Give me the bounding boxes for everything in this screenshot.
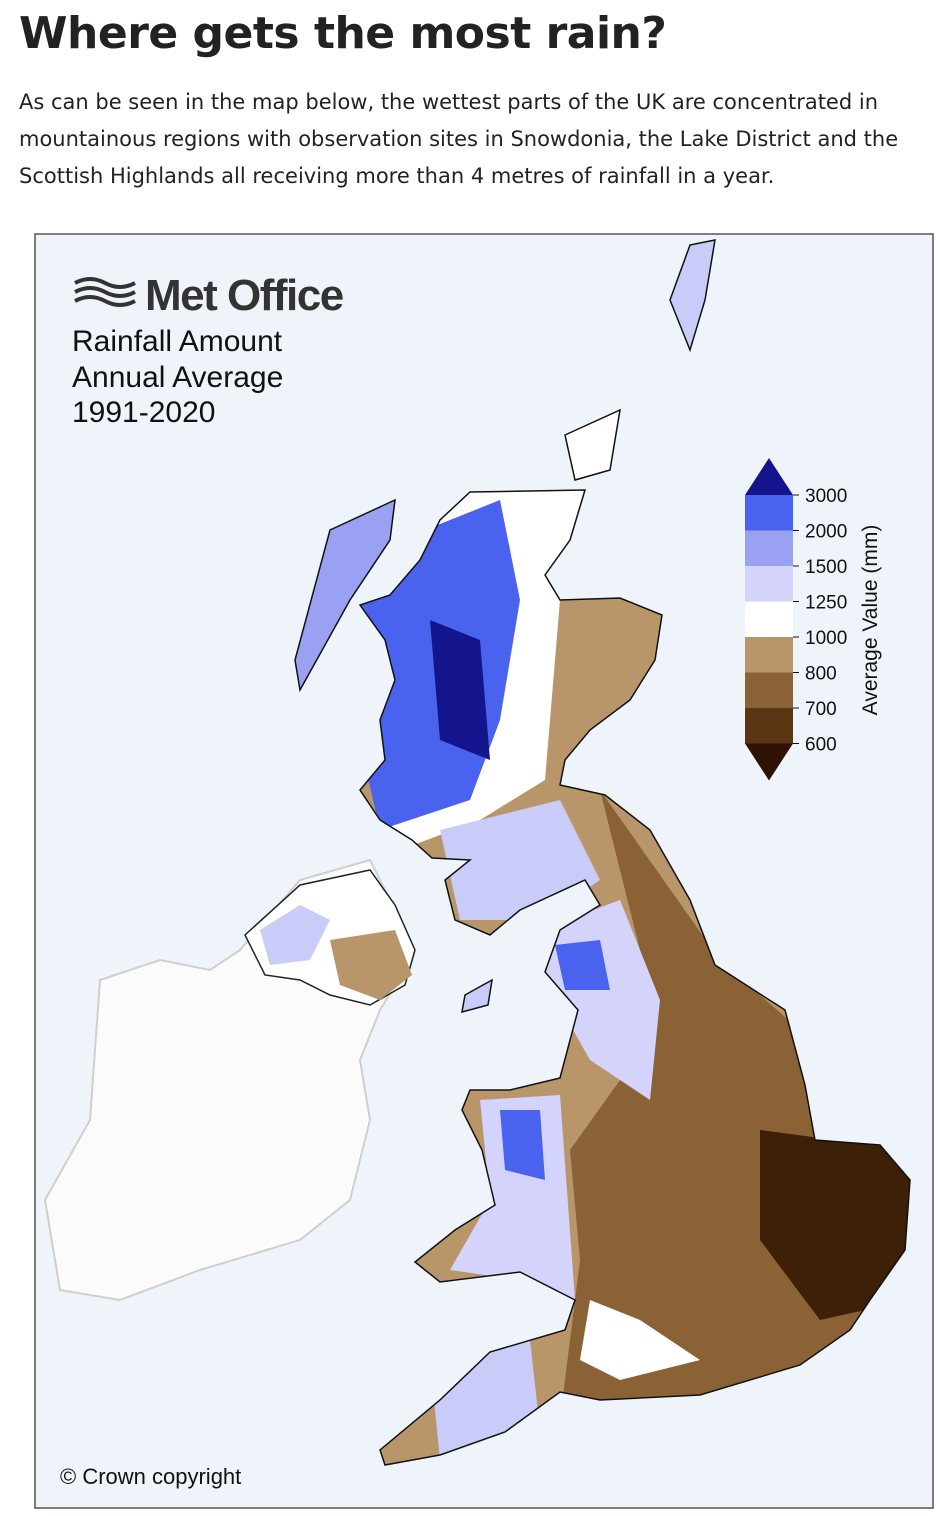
ni-wet <box>260 905 330 965</box>
isle-of-man <box>461 978 493 1014</box>
zone <box>450 1095 575 1300</box>
legend-band <box>745 637 793 673</box>
legend-tick-label: 1500 <box>805 557 847 578</box>
legend-band <box>745 530 793 567</box>
legend-band <box>745 708 793 744</box>
outer-hebrides <box>294 498 396 693</box>
legend-extension <box>745 743 793 781</box>
legend-band <box>745 601 793 638</box>
legend-label: Average Value (mm) <box>859 525 882 716</box>
intro-text: As can be seen in the map below, the wet… <box>19 90 899 188</box>
legend-tick-label: 3000 <box>805 486 847 507</box>
zone <box>500 1110 545 1180</box>
heading: Where gets the most rain? <box>19 8 667 59</box>
brand: Met Office <box>145 271 343 320</box>
legend-band <box>745 672 793 709</box>
legend-extension <box>745 458 793 495</box>
map-title: 1991-2020 <box>72 396 215 429</box>
copyright: © Crown copyright <box>60 1464 241 1489</box>
shetland <box>669 239 716 353</box>
zone <box>440 800 600 920</box>
legend-tick-label: 1250 <box>805 593 847 614</box>
zone <box>430 620 490 760</box>
map-title: Annual Average <box>72 361 283 394</box>
legend-band <box>745 566 793 602</box>
legend-tick-label: 2000 <box>805 522 847 543</box>
legend-tick-label: 1000 <box>805 628 847 649</box>
legend: 3000 2000 1500 1250 1000 800 700 600 <box>745 458 847 781</box>
legend-band <box>745 495 793 531</box>
orkney <box>564 408 621 481</box>
legend-tick-label: 800 <box>805 664 837 685</box>
zone <box>555 940 610 990</box>
zone <box>580 1300 700 1380</box>
map-title: Rainfall Amount <box>72 325 283 358</box>
zone <box>760 1130 910 1320</box>
legend-tick-label: 600 <box>805 735 837 756</box>
ni-dry <box>330 930 412 1000</box>
met-office-logo <box>74 277 136 307</box>
legend-tick-label: 700 <box>805 699 837 720</box>
